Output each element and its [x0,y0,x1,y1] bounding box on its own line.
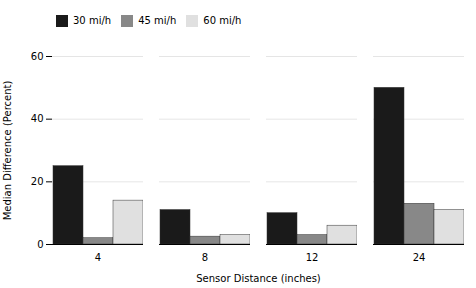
svg-text:24: 24 [413,252,426,263]
svg-text:40: 40 [31,113,44,124]
svg-text:4: 4 [95,252,101,263]
svg-text:0: 0 [37,239,43,250]
svg-text:60: 60 [31,51,44,62]
svg-text:Median Difference (Percent): Median Difference (Percent) [2,81,13,221]
html-text:45 mi/h: 45 mi/h [138,15,177,26]
html-text:60 mi/h: 60 mi/h [203,15,242,26]
svg-text:8: 8 [202,252,208,263]
html-text:30 mi/h: 30 mi/h [73,15,112,26]
svg-text:12: 12 [306,252,319,263]
svg-text:Sensor Distance (inches): Sensor Distance (inches) [196,273,321,284]
svg-text:20: 20 [31,176,44,187]
